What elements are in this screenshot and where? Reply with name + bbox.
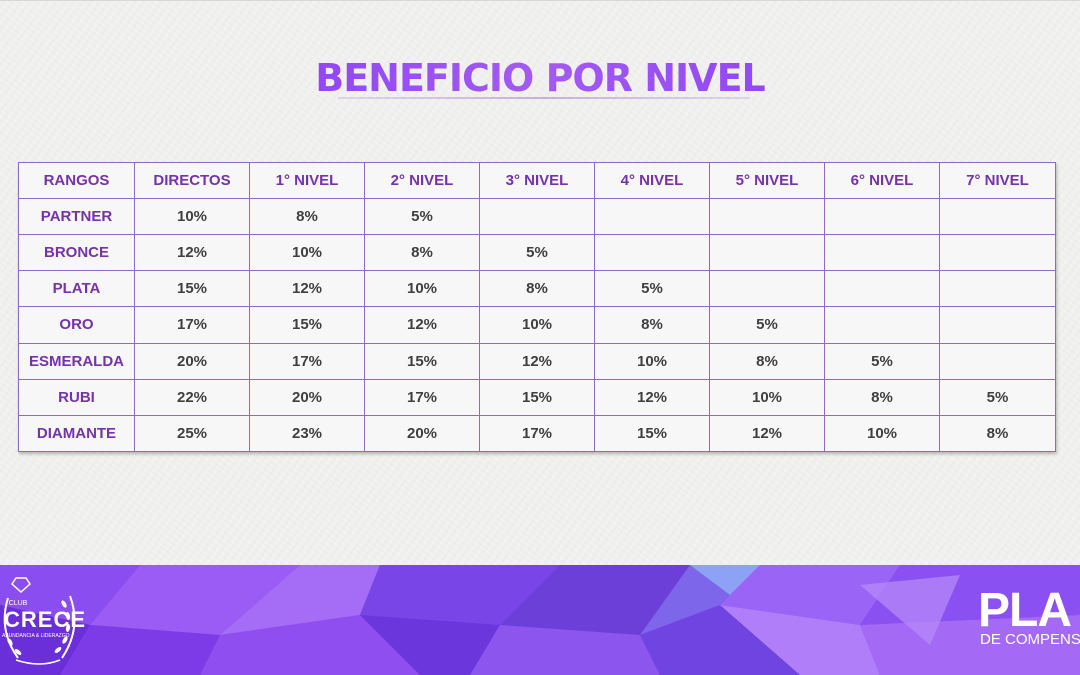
diamond-laurel-icon: [3, 577, 76, 665]
percent-cell: [709, 234, 825, 272]
percent-cell: [939, 197, 1056, 236]
table-row: DIAMANTE 25% 23% 20% 17% 15% 12% 10% 8%: [18, 414, 1056, 453]
percent-cell: 20%: [364, 414, 480, 453]
percent-cell: 22%: [134, 378, 250, 416]
percent-cell: 15%: [249, 306, 365, 344]
column-header: DIRECTOS: [134, 162, 250, 199]
column-header: 1° NIVEL: [249, 162, 365, 199]
percent-cell: 5%: [594, 270, 710, 308]
percent-cell: 10%: [479, 306, 595, 344]
percent-cell: [594, 234, 710, 272]
table-body: PARTNER 10% 8% 5% BRONCE 12% 10% 8% 5% PLATA 15% 12…: [18, 197, 1056, 453]
percent-cell: [824, 197, 940, 236]
percent-cell: 15%: [134, 270, 250, 308]
page-title: BENEFICIO POR NIVEL: [0, 56, 1080, 100]
percent-cell: 17%: [364, 378, 480, 416]
logo-club-text: CLUB: [8, 600, 28, 607]
percent-cell: 10%: [824, 414, 940, 453]
percent-cell: [479, 197, 595, 236]
percent-cell: 10%: [134, 197, 250, 236]
percent-cell: [709, 270, 825, 308]
percent-cell: 17%: [249, 342, 365, 380]
table-row: BRONCE 12% 10% 8% 5%: [18, 234, 1056, 272]
rank-cell: PLATA: [18, 270, 135, 308]
percent-cell: 8%: [364, 234, 480, 272]
percent-cell: 5%: [364, 197, 480, 236]
percent-cell: 5%: [824, 342, 940, 380]
percent-cell: 10%: [709, 378, 825, 416]
table-row: ORO 17% 15% 12% 10% 8% 5%: [18, 306, 1056, 344]
percent-cell: 15%: [594, 414, 710, 453]
percent-cell: 12%: [709, 414, 825, 453]
rank-cell: RUBI: [18, 378, 135, 416]
rank-cell: ORO: [18, 306, 135, 344]
rank-cell: ESMERALDA: [18, 342, 135, 380]
rank-cell: PARTNER: [18, 197, 135, 236]
percent-cell: 12%: [134, 234, 250, 272]
footer-banner: [0, 565, 1080, 675]
table-header-row: RANGOS DIRECTOS 1° NIVEL 2° NIVEL 3° NIVEL 4°…: [18, 162, 1056, 199]
percent-cell: 10%: [364, 270, 480, 308]
percent-cell: 5%: [709, 306, 825, 344]
percent-cell: [939, 306, 1056, 344]
percent-cell: 12%: [249, 270, 365, 308]
table-row: PLATA 15% 12% 10% 8% 5%: [18, 270, 1056, 308]
percent-cell: 23%: [249, 414, 365, 453]
percent-cell: [939, 342, 1056, 380]
column-header: 4° NIVEL: [594, 162, 710, 199]
column-header: 6° NIVEL: [824, 162, 940, 199]
percent-cell: 8%: [594, 306, 710, 344]
percent-cell: 8%: [709, 342, 825, 380]
percent-cell: 20%: [249, 378, 365, 416]
plan-subtitle: DE COMPENSAC: [980, 631, 1080, 648]
percent-cell: [709, 197, 825, 236]
percent-cell: 12%: [364, 306, 480, 344]
percent-cell: 10%: [249, 234, 365, 272]
percent-cell: [824, 306, 940, 344]
percent-cell: 12%: [594, 378, 710, 416]
percent-cell: 8%: [939, 414, 1056, 453]
percent-cell: [939, 270, 1056, 308]
percent-cell: 17%: [479, 414, 595, 453]
percent-cell: [939, 234, 1056, 272]
percent-cell: 15%: [364, 342, 480, 380]
percent-cell: 17%: [134, 306, 250, 344]
table-row: RUBI 22% 20% 17% 15% 12% 10% 8% 5%: [18, 378, 1056, 416]
percent-cell: 8%: [479, 270, 595, 308]
column-header: 3° NIVEL: [479, 162, 595, 199]
percent-cell: 8%: [249, 197, 365, 236]
percent-cell: 20%: [134, 342, 250, 380]
column-header: 7° NIVEL: [939, 162, 1056, 199]
percent-cell: 5%: [479, 234, 595, 272]
percent-cell: 25%: [134, 414, 250, 453]
logo-tagline: ABUNDANCIA & LIDERAZGO: [2, 633, 70, 639]
benefit-table: RANGOS DIRECTOS 1° NIVEL 2° NIVEL 3° NIVEL 4°…: [18, 162, 1056, 453]
rank-cell: DIAMANTE: [18, 414, 135, 453]
plan-heading: PLA: [978, 584, 1072, 637]
percent-cell: [824, 234, 940, 272]
percent-cell: [824, 270, 940, 308]
percent-cell: 5%: [939, 378, 1056, 416]
column-header: 2° NIVEL: [364, 162, 480, 199]
column-header: 5° NIVEL: [709, 162, 825, 199]
table-row: PARTNER 10% 8% 5%: [18, 197, 1056, 236]
percent-cell: [594, 197, 710, 236]
percent-cell: 12%: [479, 342, 595, 380]
banner-polygons: [0, 565, 1080, 675]
rank-cell: BRONCE: [18, 234, 135, 272]
title-reflection: [338, 97, 750, 99]
column-header: RANGOS: [18, 162, 135, 199]
table-row: ESMERALDA 20% 17% 15% 12% 10% 8% 5%: [18, 342, 1056, 380]
percent-cell: 15%: [479, 378, 595, 416]
club-crece-logo: [0, 570, 80, 670]
percent-cell: 10%: [594, 342, 710, 380]
percent-cell: 8%: [824, 378, 940, 416]
logo-name: CRECE: [4, 607, 87, 632]
